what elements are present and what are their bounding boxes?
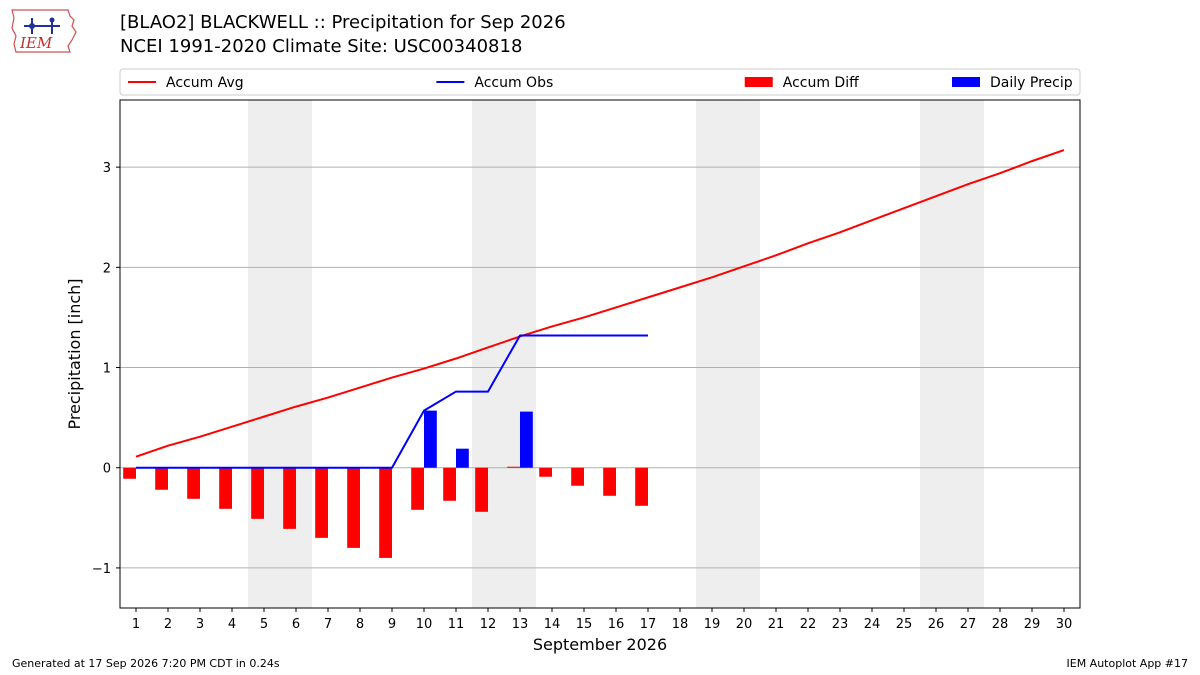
x-tick-label: 7 bbox=[324, 617, 332, 632]
accum-diff-bar bbox=[251, 467, 264, 519]
weekend-shading bbox=[248, 100, 984, 608]
chart-subtitle: NCEI 1991-2020 Climate Site: USC00340818 bbox=[120, 36, 523, 57]
x-axis: 1 2 3 4 5 6 7 8 9 10 11 12 13 14 15 16 17 18 19 20 21 22 23 24 2… bbox=[132, 608, 1072, 632]
x-tick-label: 3 bbox=[196, 617, 204, 632]
accum-diff-bar bbox=[315, 467, 328, 538]
accum-diff-bar bbox=[507, 466, 520, 468]
accum-avg-line bbox=[135, 149, 1065, 458]
x-tick-label: 11 bbox=[448, 617, 465, 632]
accum-diff-bar bbox=[635, 467, 648, 506]
grid-lines bbox=[120, 166, 1080, 569]
x-tick-label: 25 bbox=[896, 617, 913, 632]
x-tick-label: 26 bbox=[928, 617, 945, 632]
legend-label: Daily Precip bbox=[990, 75, 1073, 91]
x-tick-label: 2 bbox=[164, 617, 172, 632]
accum-diff-bar bbox=[603, 467, 616, 496]
accum-obs-line bbox=[136, 334, 648, 469]
x-tick-label: 23 bbox=[832, 617, 849, 632]
accum-diff-bar bbox=[571, 467, 584, 486]
x-tick-label: 14 bbox=[544, 617, 561, 632]
x-tick-label: 13 bbox=[512, 617, 529, 632]
weekend-band bbox=[248, 100, 312, 608]
x-tick-label: 8 bbox=[356, 617, 364, 632]
x-tick-label: 15 bbox=[576, 617, 593, 632]
accum-diff-bar bbox=[379, 467, 392, 558]
legend-swatch-daily-precip bbox=[952, 77, 980, 87]
legend-label: Accum Obs bbox=[474, 75, 553, 91]
x-tick-label: 18 bbox=[672, 617, 689, 632]
x-tick-label: 19 bbox=[704, 617, 721, 632]
weekend-band bbox=[472, 100, 536, 608]
daily-precip-bar bbox=[456, 448, 469, 468]
x-tick-label: 12 bbox=[480, 617, 497, 632]
chart-title: [BLAO2] BLACKWELL :: Precipitation for S… bbox=[120, 12, 566, 33]
accum-diff-bar bbox=[347, 467, 360, 548]
x-tick-label: 21 bbox=[768, 617, 785, 632]
line-series bbox=[135, 149, 1065, 469]
x-tick-label: 22 bbox=[800, 617, 817, 632]
daily-precip-bar bbox=[520, 411, 533, 468]
x-tick-label: 27 bbox=[960, 617, 977, 632]
footer-generated-text: Generated at 17 Sep 2026 7:20 PM CDT in … bbox=[12, 657, 280, 670]
x-tick-label: 10 bbox=[416, 617, 433, 632]
logo-text: IEM bbox=[19, 34, 53, 52]
x-tick-label: 24 bbox=[864, 617, 881, 632]
bar-series bbox=[123, 410, 648, 558]
footer-app-text: IEM Autoplot App #17 bbox=[1066, 657, 1189, 670]
legend: Accum Avg Accum Obs Accum Diff Daily Precip bbox=[119, 68, 1081, 96]
y-tick-label: 3 bbox=[103, 161, 111, 176]
x-tick-label: 9 bbox=[388, 617, 396, 632]
x-tick-label: 16 bbox=[608, 617, 625, 632]
accum-diff-bar bbox=[123, 467, 136, 479]
x-tick-label: 20 bbox=[736, 617, 753, 632]
x-tick-label: 30 bbox=[1056, 617, 1073, 632]
y-axis: −1 0 1 2 3 bbox=[92, 161, 120, 577]
plot-frame bbox=[119, 99, 1081, 609]
x-axis-label: September 2026 bbox=[533, 635, 667, 654]
x-tick-label: 29 bbox=[1024, 617, 1041, 632]
x-tick-label: 6 bbox=[292, 617, 300, 632]
y-tick-label: 2 bbox=[103, 261, 111, 276]
daily-precip-bar bbox=[424, 410, 437, 468]
x-tick-label: 1 bbox=[132, 617, 140, 632]
y-tick-label: 1 bbox=[103, 362, 111, 377]
accum-diff-bar bbox=[411, 467, 424, 510]
accum-diff-bar bbox=[187, 467, 200, 499]
x-tick-label: 5 bbox=[260, 617, 268, 632]
legend-label: Accum Diff bbox=[783, 75, 859, 91]
y-tick-label: 0 bbox=[103, 462, 111, 477]
iem-logo-icon: IEM bbox=[11, 9, 77, 53]
x-tick-label: 17 bbox=[640, 617, 657, 632]
accum-diff-bar bbox=[155, 467, 168, 490]
y-tick-label: −1 bbox=[92, 562, 111, 577]
weekend-band bbox=[696, 100, 760, 608]
legend-box bbox=[119, 68, 1081, 96]
legend-label: Accum Avg bbox=[166, 75, 244, 91]
accum-diff-bar bbox=[283, 467, 296, 529]
x-tick-label: 4 bbox=[228, 617, 236, 632]
accum-diff-bar bbox=[539, 467, 552, 477]
accum-diff-bar bbox=[443, 467, 456, 501]
accum-diff-bar bbox=[475, 467, 488, 512]
y-axis-label: Precipitation [inch] bbox=[65, 278, 84, 429]
x-tick-label: 28 bbox=[992, 617, 1009, 632]
legend-swatch-accum-diff bbox=[744, 77, 773, 87]
weekend-band bbox=[920, 100, 984, 608]
accum-diff-bar bbox=[219, 467, 232, 509]
